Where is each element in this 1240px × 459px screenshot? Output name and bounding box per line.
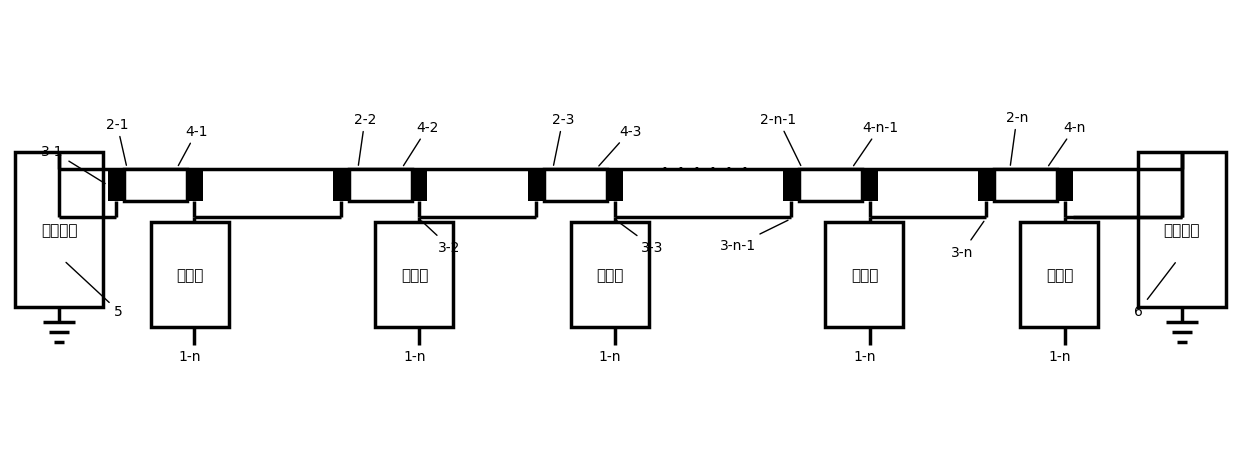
Text: 6: 6 bbox=[1135, 263, 1176, 318]
Text: 分流器: 分流器 bbox=[595, 268, 624, 282]
Text: 3-1: 3-1 bbox=[41, 145, 105, 184]
Bar bbox=[348, 170, 412, 202]
Text: 1-n: 1-n bbox=[403, 349, 425, 363]
Bar bbox=[124, 170, 186, 202]
Text: 4-n-1: 4-n-1 bbox=[853, 121, 898, 166]
Text: · · · · · ·: · · · · · · bbox=[661, 157, 749, 182]
Text: 2-3: 2-3 bbox=[552, 113, 574, 166]
Bar bbox=[799, 170, 862, 202]
Text: 5: 5 bbox=[66, 263, 123, 318]
Text: 3-n: 3-n bbox=[951, 222, 983, 259]
Bar bbox=[543, 170, 606, 202]
Bar bbox=[150, 223, 228, 327]
Bar bbox=[570, 223, 649, 327]
Text: 2-n-1: 2-n-1 bbox=[760, 113, 801, 166]
Text: 2-n: 2-n bbox=[1006, 111, 1028, 166]
Text: 1-n: 1-n bbox=[853, 349, 875, 363]
Text: 送端电源: 送端电源 bbox=[41, 223, 77, 237]
Bar bbox=[826, 223, 904, 327]
Text: 3-3: 3-3 bbox=[616, 221, 663, 254]
Text: 3-2: 3-2 bbox=[422, 221, 461, 254]
Text: 4-n: 4-n bbox=[1049, 121, 1086, 166]
Text: 分流器: 分流器 bbox=[851, 268, 878, 282]
Bar bbox=[977, 170, 993, 202]
Text: 分流器: 分流器 bbox=[401, 268, 428, 282]
Text: 4-1: 4-1 bbox=[179, 125, 208, 166]
Text: 2-2: 2-2 bbox=[353, 113, 376, 166]
Bar bbox=[527, 170, 543, 202]
Bar bbox=[1138, 153, 1226, 308]
Bar bbox=[186, 170, 202, 202]
Bar bbox=[1056, 170, 1073, 202]
Text: 4-3: 4-3 bbox=[599, 125, 641, 167]
Bar bbox=[782, 170, 799, 202]
Bar bbox=[606, 170, 622, 202]
Bar bbox=[862, 170, 878, 202]
Text: 1-n: 1-n bbox=[1048, 349, 1071, 363]
Text: 3-n-1: 3-n-1 bbox=[719, 221, 787, 252]
Bar bbox=[108, 170, 124, 202]
Text: 分流器: 分流器 bbox=[176, 268, 203, 282]
Text: 分流器: 分流器 bbox=[1045, 268, 1073, 282]
Text: 4-2: 4-2 bbox=[403, 121, 439, 166]
Bar bbox=[332, 170, 348, 202]
Text: 2-1: 2-1 bbox=[105, 118, 128, 166]
Bar bbox=[1021, 223, 1099, 327]
Text: 用端负载: 用端负载 bbox=[1164, 223, 1200, 237]
Bar bbox=[15, 153, 103, 308]
Bar bbox=[376, 223, 454, 327]
Bar bbox=[993, 170, 1056, 202]
Text: 1-n: 1-n bbox=[179, 349, 201, 363]
Text: 1-n: 1-n bbox=[598, 349, 621, 363]
Bar bbox=[412, 170, 428, 202]
